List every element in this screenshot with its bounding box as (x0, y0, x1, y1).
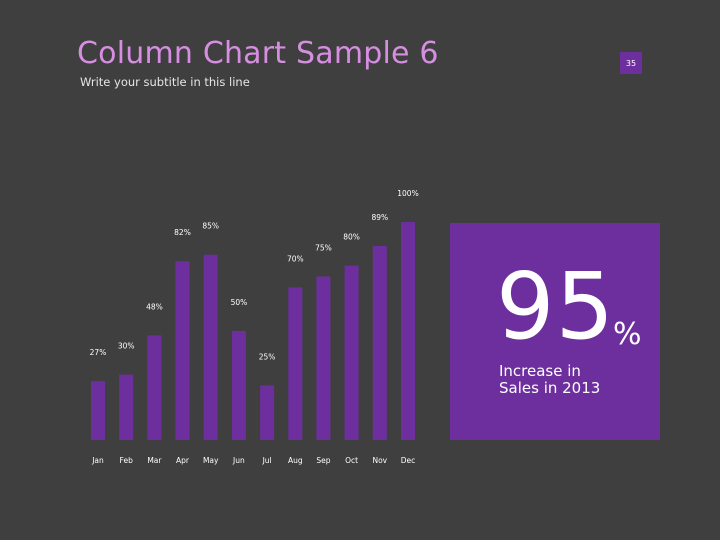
data-label-oct: 80% (343, 233, 360, 242)
slide-subtitle: Write your subtitle in this line (80, 75, 250, 89)
bar-apr (175, 261, 190, 440)
slide-title: Column Chart Sample 6 (77, 36, 439, 71)
x-tick-may: May (203, 456, 219, 465)
x-tick-oct: Oct (345, 456, 358, 465)
callout-line-2: Sales in 2013 (499, 379, 601, 397)
bar-aug (288, 287, 303, 440)
data-label-aug: 70% (287, 254, 304, 263)
data-label-may: 85% (202, 222, 219, 231)
data-label-jul: 25% (259, 353, 276, 362)
data-label-nov: 89% (371, 213, 388, 222)
bar-oct (344, 265, 359, 440)
data-label-mar: 48% (146, 302, 163, 311)
callout-unit: % (613, 317, 642, 352)
x-tick-jan: Jan (91, 456, 104, 465)
data-label-feb: 30% (118, 342, 135, 351)
callout-text: Increase in Sales in 2013 (499, 363, 600, 397)
x-tick-jun: Jun (232, 456, 245, 465)
x-tick-sep: Sep (316, 456, 330, 465)
bar-feb (119, 374, 134, 440)
bar-jan (91, 381, 105, 440)
bar-jun (231, 331, 246, 440)
bar-nov (372, 246, 387, 440)
data-label-jan: 27% (90, 348, 107, 357)
x-tick-jul: Jul (262, 456, 272, 465)
bar-dec (401, 222, 415, 440)
callout-box: 95 % Increase in Sales in 2013 (450, 223, 660, 440)
page-number-badge: 35 (620, 52, 642, 74)
x-tick-dec: Dec (401, 456, 416, 465)
x-tick-mar: Mar (147, 456, 162, 465)
x-tick-nov: Nov (372, 456, 387, 465)
data-label-sep: 75% (315, 244, 332, 253)
data-label-dec: 100% (397, 189, 418, 198)
data-label-apr: 82% (174, 228, 191, 237)
callout-number: 95 (496, 253, 616, 360)
x-tick-feb: Feb (120, 456, 134, 465)
bar-mar (147, 335, 162, 440)
bar-jul (260, 385, 275, 440)
callout-line-1: Increase in (499, 362, 581, 380)
bar-may (203, 254, 218, 440)
data-label-jun: 50% (231, 298, 248, 307)
x-tick-aug: Aug (288, 456, 303, 465)
bar-sep (316, 276, 331, 440)
x-tick-apr: Apr (176, 456, 190, 465)
